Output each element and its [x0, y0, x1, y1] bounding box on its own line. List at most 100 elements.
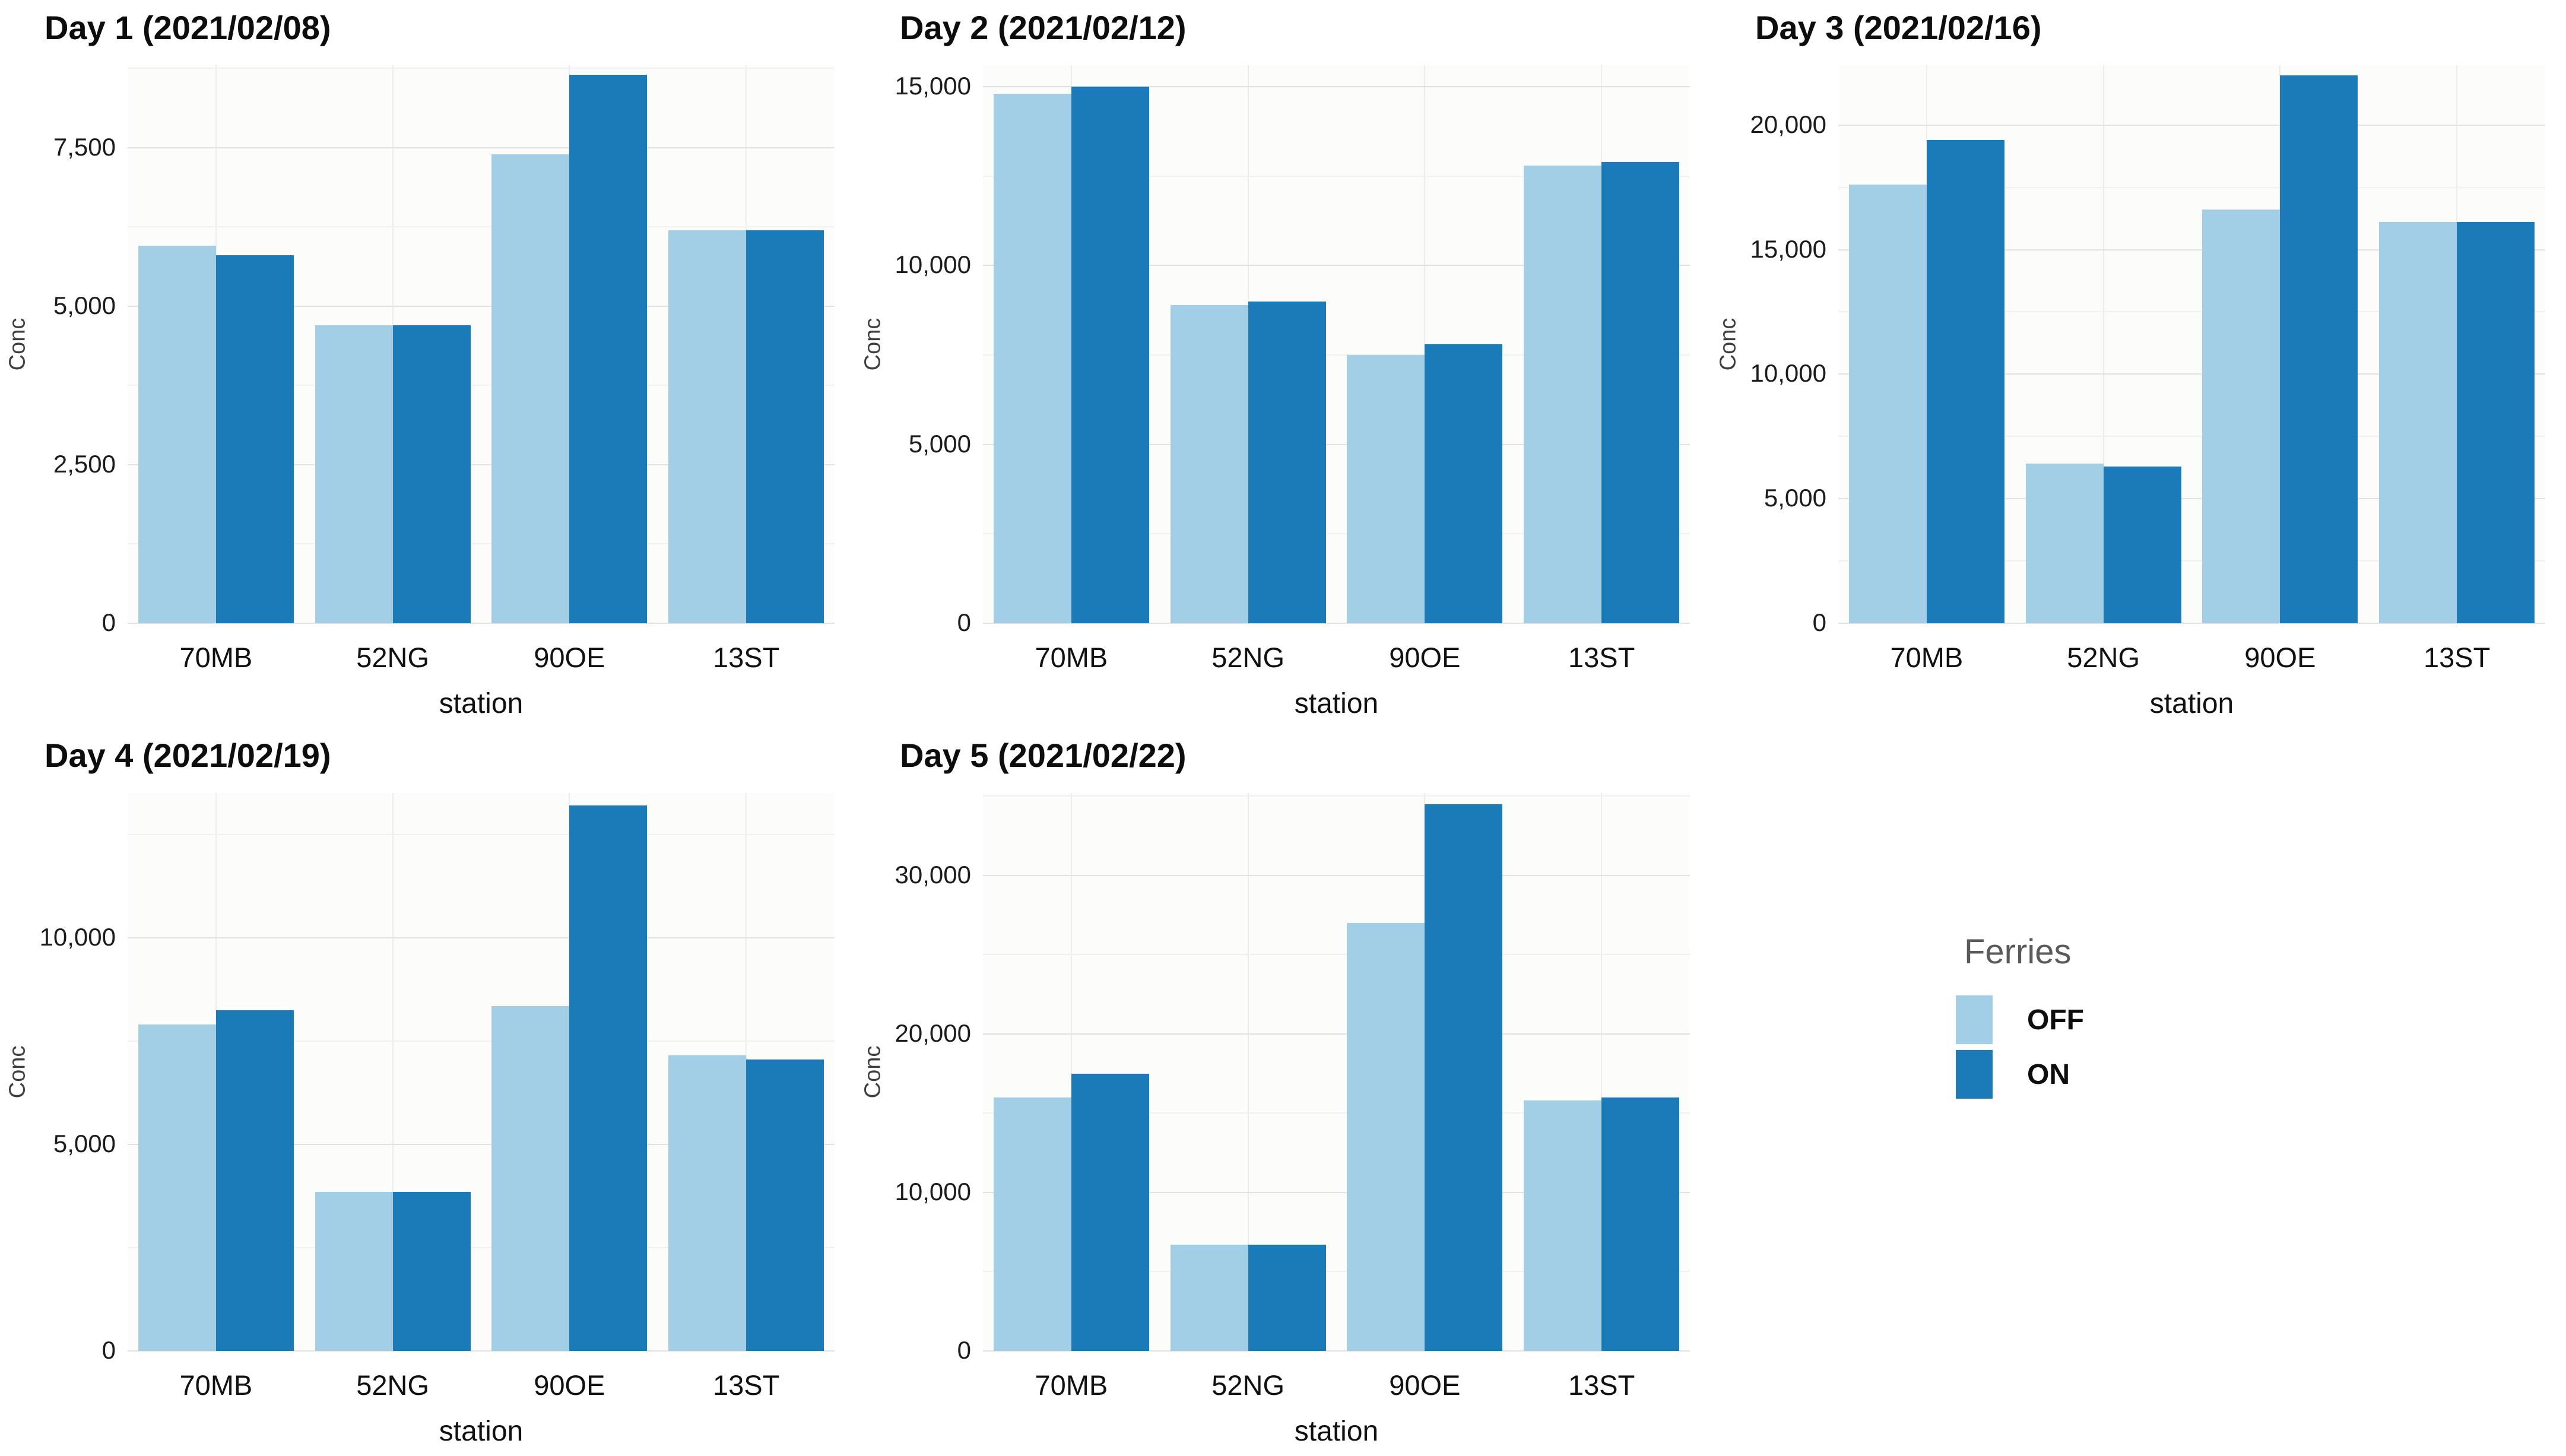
bar-90oe-on	[1425, 344, 1503, 623]
major-gridline	[983, 443, 1690, 445]
bar-13st-on	[1601, 161, 1680, 623]
y-tick-label: 5,000	[53, 291, 116, 319]
minor-gridline	[1838, 186, 2545, 188]
bar-52ng-off	[1170, 304, 1248, 623]
minor-gridline	[983, 175, 1690, 177]
major-gridline	[983, 86, 1690, 88]
bar-90oe-off	[1347, 355, 1425, 623]
bar-70mb-on	[1071, 1073, 1149, 1351]
plot-area	[128, 65, 835, 624]
x-category-label: 13ST	[1568, 1369, 1635, 1401]
minor-gridline	[128, 833, 835, 835]
legend-label-off: OFF	[2027, 1004, 2084, 1036]
x-axis-title: station	[439, 688, 524, 719]
x-axis-title: station	[439, 1416, 524, 1447]
x-axis-title: station	[2149, 688, 2234, 719]
major-gridline	[128, 937, 835, 938]
major-gridline	[1838, 498, 2545, 500]
y-axis-title: Conc	[860, 318, 886, 371]
x-category-label: 52NG	[356, 642, 430, 673]
x-category-label: 13ST	[712, 1369, 780, 1401]
bar-13st-off	[1524, 165, 1602, 623]
minor-gridline	[1838, 560, 2545, 562]
minor-gridline	[983, 795, 1690, 797]
minor-gridline	[128, 543, 835, 545]
x-category-label: 13ST	[1568, 642, 1635, 673]
vertical-gridline	[1247, 793, 1249, 1351]
bar-90oe-off	[491, 1005, 570, 1351]
bar-52ng-on	[2103, 466, 2181, 623]
bar-52ng-off	[1170, 1245, 1248, 1351]
y-tick-label: 2,500	[53, 449, 116, 478]
plot-area	[128, 793, 835, 1352]
x-category-label: 52NG	[356, 1369, 430, 1401]
y-tick-label: 30,000	[895, 860, 971, 889]
x-category-label: 70MB	[1035, 1369, 1108, 1401]
chart-title: Day 5 (2021/02/22)	[900, 737, 1187, 774]
minor-gridline	[983, 1271, 1690, 1273]
vertical-gridline	[1070, 793, 1072, 1351]
plot-area	[983, 65, 1690, 624]
plot-area	[1838, 65, 2545, 624]
x-category-label: 70MB	[1035, 642, 1108, 673]
major-gridline	[983, 623, 1690, 624]
bar-70mb-off	[993, 94, 1071, 623]
minor-gridline	[1838, 436, 2545, 437]
bar-13st-on	[1601, 1097, 1680, 1351]
major-gridline	[128, 305, 835, 307]
y-tick-label: 0	[957, 1336, 971, 1364]
bar-70mb-off	[138, 1024, 216, 1351]
y-axis-title: Conc	[5, 318, 30, 371]
bar-90oe-off	[491, 154, 570, 623]
bar-13st-on	[2457, 222, 2535, 623]
major-gridline	[983, 874, 1690, 876]
minor-gridline	[983, 1112, 1690, 1114]
x-category-label: 52NG	[1211, 642, 1285, 673]
x-category-label: 70MB	[179, 642, 253, 673]
bar-13st-off	[668, 1055, 747, 1351]
y-tick-label: 20,000	[895, 1019, 971, 1047]
vertical-gridline	[1601, 793, 1603, 1351]
major-gridline	[983, 1033, 1690, 1035]
x-category-label: 13ST	[712, 642, 780, 673]
x-category-label: 70MB	[1890, 642, 1964, 673]
y-tick-label: 0	[102, 1336, 116, 1364]
bar-90oe-on	[569, 75, 648, 623]
major-gridline	[128, 1143, 835, 1145]
y-tick-label: 7,500	[53, 132, 116, 161]
bar-70mb-off	[1848, 185, 1927, 623]
minor-gridline	[128, 226, 835, 228]
y-tick-label: 20,000	[1750, 110, 1826, 138]
y-tick-label: 10,000	[895, 1177, 971, 1206]
bar-90oe-on	[569, 805, 648, 1351]
x-category-label: 90OE	[534, 1369, 605, 1401]
major-gridline	[983, 265, 1690, 267]
minor-gridline	[128, 1246, 835, 1248]
y-tick-label: 0	[957, 608, 971, 636]
bar-90oe-off	[1347, 922, 1425, 1351]
bar-90oe-off	[2202, 210, 2280, 623]
x-category-label: 52NG	[2067, 642, 2140, 673]
bar-13st-off	[668, 230, 747, 623]
vertical-gridline	[392, 793, 394, 1351]
bar-13st-off	[1524, 1100, 1602, 1351]
y-axis-title: Conc	[5, 1045, 30, 1099]
chart-title: Day 1 (2021/02/08)	[45, 9, 331, 46]
major-gridline	[128, 464, 835, 465]
y-tick-label: 15,000	[1750, 234, 1826, 263]
bar-52ng-on	[1248, 1245, 1326, 1351]
x-category-label: 90OE	[1389, 1369, 1461, 1401]
chart-day-3: Day 3 (2021/02/16) 0 5,000 10,000 15,000 20,0…	[1711, 0, 2566, 728]
minor-gridline	[128, 1040, 835, 1042]
y-tick-label: 5,000	[1763, 484, 1826, 512]
major-gridline	[128, 147, 835, 148]
bar-13st-off	[2379, 222, 2457, 623]
bar-52ng-off	[315, 325, 393, 623]
minor-gridline	[128, 385, 835, 386]
major-gridline	[983, 1191, 1690, 1193]
bar-52ng-on	[392, 1191, 471, 1351]
major-gridline	[983, 1350, 1690, 1352]
x-category-label: 90OE	[2244, 642, 2316, 673]
major-gridline	[128, 623, 835, 624]
